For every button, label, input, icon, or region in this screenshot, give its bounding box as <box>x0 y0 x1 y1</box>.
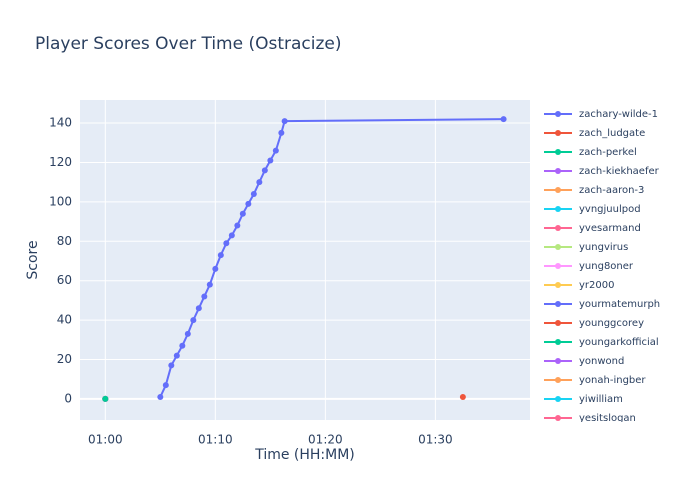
legend-marker <box>555 149 561 155</box>
data-point <box>267 157 274 164</box>
legend-label: zach-kiekhaefer <box>579 166 660 177</box>
data-point <box>239 210 246 217</box>
legend-marker <box>555 339 561 345</box>
data-point <box>245 200 252 207</box>
legend-label: yvngjuulpod <box>579 204 641 215</box>
legend-marker <box>555 130 561 136</box>
x-tick-label: 01:10 <box>198 433 233 447</box>
legend-label: zachary-wilde-1 <box>579 109 658 120</box>
legend-label: zach_ludgate <box>579 128 645 139</box>
legend-marker <box>555 377 561 383</box>
legend-label: yung8oner <box>579 261 634 272</box>
data-point <box>184 330 191 337</box>
legend-marker <box>555 263 561 269</box>
data-point <box>459 393 466 400</box>
data-point <box>190 317 197 324</box>
x-tick-label: 01:30 <box>418 433 453 447</box>
data-point <box>281 118 288 125</box>
legend-marker <box>555 415 561 421</box>
data-point <box>195 305 202 312</box>
legend-marker <box>555 282 561 288</box>
y-tick-label: 20 <box>57 352 72 366</box>
legend-label: yungvirus <box>579 242 628 253</box>
legend-marker <box>555 168 561 174</box>
legend-label: younggcorey <box>579 318 644 329</box>
y-axis-title: Score <box>25 240 41 279</box>
data-point <box>102 395 109 402</box>
data-point <box>162 382 169 389</box>
chart-title: Player Scores Over Time (Ostracize) <box>35 34 342 54</box>
data-point <box>272 147 279 154</box>
y-tick-label: 100 <box>49 194 72 208</box>
data-point <box>206 281 213 288</box>
data-point <box>234 222 241 229</box>
legend-marker <box>555 358 561 364</box>
data-point <box>250 190 257 197</box>
y-tick-label: 80 <box>57 234 72 248</box>
legend-marker <box>555 320 561 326</box>
legend-marker <box>555 206 561 212</box>
y-tick-label: 0 <box>64 391 72 405</box>
data-point <box>500 116 507 123</box>
data-point <box>173 352 180 359</box>
y-tick-label: 60 <box>57 273 72 287</box>
legend-marker <box>555 225 561 231</box>
data-point <box>157 393 164 400</box>
legend-marker <box>555 187 561 193</box>
legend-label: zach-aaron-3 <box>579 185 644 196</box>
data-point <box>217 252 224 259</box>
data-point <box>261 167 268 174</box>
x-axis-title: Time (HH:MM) <box>254 447 355 463</box>
data-point <box>228 232 235 239</box>
legend-label: youngarkofficial <box>579 337 659 348</box>
legend-label: zach-perkel <box>579 147 637 158</box>
legend-marker <box>555 396 561 402</box>
y-tick-label: 140 <box>49 116 72 130</box>
data-point <box>223 240 230 247</box>
legend-label: yvesarmand <box>579 223 641 234</box>
y-tick-label: 40 <box>57 313 72 327</box>
data-point <box>278 129 285 136</box>
x-tick-label: 01:20 <box>308 433 343 447</box>
legend-label: yesitslogan <box>579 413 636 424</box>
data-point <box>212 265 219 272</box>
data-point <box>179 342 186 349</box>
data-point <box>168 362 175 369</box>
legend-label: yonah-ingber <box>579 375 646 386</box>
legend-marker <box>555 244 561 250</box>
data-point <box>201 293 208 300</box>
y-tick-label: 120 <box>49 155 72 169</box>
legend-label: yourmatemurph <box>579 299 660 310</box>
legend-label: yonwond <box>579 356 624 367</box>
legend-marker <box>555 111 561 117</box>
legend-marker <box>555 301 561 307</box>
data-point <box>256 179 263 186</box>
legend-label: yiwilliam <box>579 394 623 405</box>
legend-label: yr2000 <box>579 280 614 291</box>
x-tick-label: 01:00 <box>88 433 123 447</box>
plot-area <box>80 100 530 420</box>
